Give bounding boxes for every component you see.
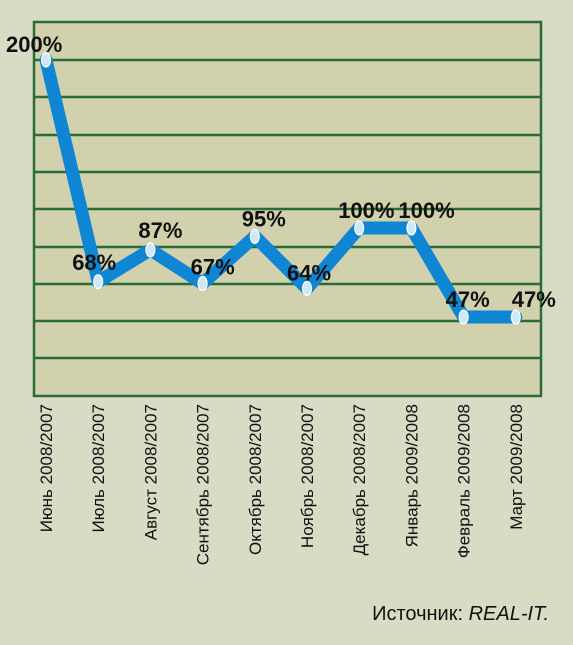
data-point — [510, 309, 521, 325]
source-note: Источник: REAL-IT. — [372, 603, 549, 626]
x-tick-label: Декабрь 2008/2007 — [350, 404, 369, 555]
x-tick-label: Ноябрь 2008/2007 — [298, 404, 317, 548]
data-label: 100% — [338, 198, 394, 223]
data-point — [406, 220, 417, 236]
x-tick-label: Март 2009/2008 — [507, 404, 526, 530]
x-tick-label: Июль 2008/2007 — [89, 404, 108, 532]
data-label: 200% — [6, 32, 62, 57]
source-value: REAL-IT. — [468, 603, 549, 625]
x-tick-label: Февраль 2009/2008 — [455, 404, 474, 558]
source-label: Источник: — [372, 603, 464, 625]
data-point — [301, 280, 313, 297]
data-label: 87% — [138, 218, 182, 243]
data-label: 47% — [512, 287, 556, 312]
x-tick-label: Август 2008/2007 — [141, 404, 160, 540]
data-point — [458, 309, 469, 325]
series-line — [39, 53, 523, 324]
data-label: 100% — [398, 198, 454, 223]
x-tick-label: Октябрь 2008/2007 — [246, 404, 265, 555]
x-tick-label: Сентябрь 2008/2007 — [194, 404, 213, 565]
data-point — [93, 274, 104, 290]
data-label: 64% — [287, 260, 331, 285]
x-tick-label: Январь 2009/2008 — [402, 404, 421, 547]
data-point — [354, 220, 365, 236]
data-label: 47% — [446, 287, 490, 312]
data-label: 67% — [191, 254, 235, 279]
x-tick-label: Июнь 2008/2007 — [37, 404, 56, 532]
data-point — [249, 228, 260, 244]
data-point — [197, 275, 208, 292]
data-point — [145, 242, 156, 258]
data-label: 95% — [242, 206, 286, 231]
data-point — [40, 52, 52, 68]
data-label: 68% — [72, 250, 116, 275]
